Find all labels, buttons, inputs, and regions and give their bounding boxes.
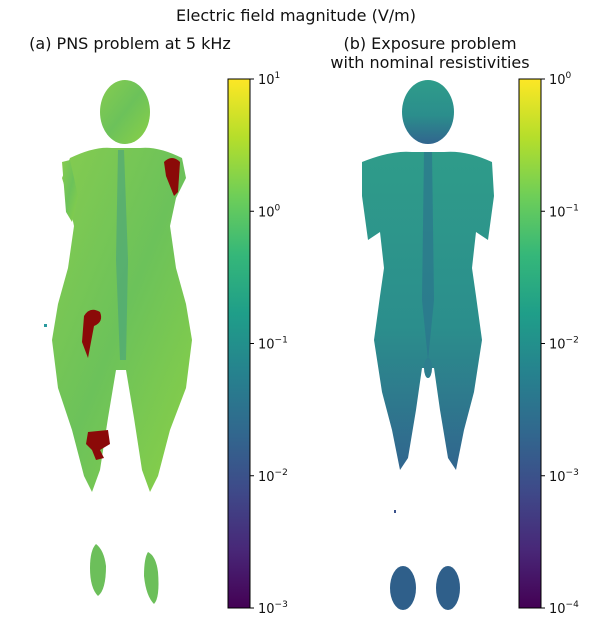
panel-b-body: [362, 80, 494, 610]
colorbar-a-tick-label: 10−1: [258, 336, 288, 353]
colorbar-b-tick-label: 10−4: [549, 600, 579, 617]
panel-b-title-line-1: (b) Exposure problem: [343, 34, 517, 53]
colorbar-a-tick-label: 10−3: [258, 600, 288, 617]
colorbar-layer: 101 100 10−1 10−2 10−3 100 10−1 10−2 10−3 10−4: [227, 71, 579, 617]
panel-b-title: (b) Exposure problem with nominal resist…: [300, 34, 560, 72]
panel-a-body: [44, 80, 192, 604]
colorbar-b-tick-label: 10−3: [549, 468, 579, 485]
panel-b-title-line-2: with nominal resistivities: [330, 53, 530, 72]
colorbar-a-gradient: [227, 78, 251, 609]
colorbar-a-tick-label: 101: [258, 71, 280, 88]
colorbar-a-tick-label: 100: [258, 203, 281, 220]
colorbar-a-tick-label: 10−2: [258, 468, 288, 485]
colorbar-b-tick-label: 100: [549, 71, 572, 88]
colorbar-b-tick-label: 10−1: [549, 203, 579, 220]
colorbar-b-gradient: [518, 78, 542, 609]
colorbar-b-tick-label: 10−2: [549, 336, 579, 353]
figure-suptitle: Electric field magnitude (V/m): [175, 6, 417, 25]
panel-a-title: (a) PNS problem at 5 kHz: [29, 34, 231, 53]
panel-a-highlight-regions: [82, 158, 180, 460]
